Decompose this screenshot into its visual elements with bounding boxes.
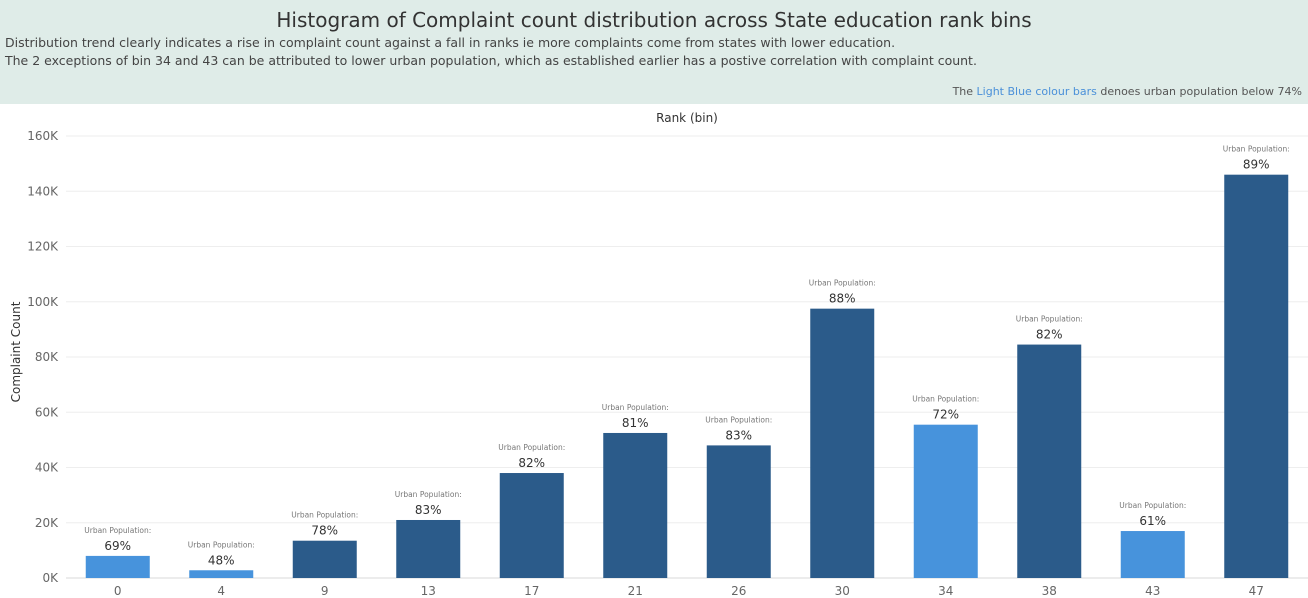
- legend-note-prefix: The: [952, 85, 977, 98]
- bar-label-prefix: Urban Population:: [498, 443, 565, 452]
- y-tick-label: 60K: [35, 405, 59, 419]
- bar-label-prefix: Urban Population:: [1016, 315, 1083, 324]
- y-tick-label: 160K: [27, 129, 59, 143]
- x-tick-label: 43: [1145, 584, 1160, 598]
- x-tick-label: 17: [524, 584, 539, 598]
- bar-data-label: 82%: [518, 456, 545, 470]
- bar-data-label: 89%: [1243, 158, 1270, 172]
- y-tick-label: 100K: [27, 295, 59, 309]
- x-tick-label: 13: [421, 584, 436, 598]
- bar-data-label: 88%: [829, 292, 856, 306]
- bar: [396, 519, 461, 578]
- y-tick-label: 0K: [42, 571, 59, 585]
- chart-title: Histogram of Complaint count distributio…: [276, 8, 1032, 32]
- y-tick-label: 80K: [35, 350, 59, 364]
- bar-label-prefix: Urban Population:: [809, 279, 876, 288]
- bar: [499, 473, 564, 578]
- x-tick-label: 38: [1042, 584, 1057, 598]
- x-tick-label: 0: [114, 584, 122, 598]
- x-tick-label: 9: [321, 584, 329, 598]
- header-panel: Histogram of Complaint count distributio…: [0, 0, 1308, 104]
- bar: [706, 445, 771, 578]
- bar-label-prefix: Urban Population:: [912, 395, 979, 404]
- bar: [1017, 344, 1082, 578]
- bar-data-label: 82%: [1036, 328, 1063, 342]
- x-tick-label: 26: [731, 584, 746, 598]
- y-tick-label: 140K: [27, 184, 59, 198]
- bar-data-label: 48%: [208, 553, 235, 567]
- bar: [603, 432, 668, 578]
- bar-label-prefix: Urban Population:: [1223, 145, 1290, 154]
- bar-label-prefix: Urban Population:: [602, 403, 669, 412]
- x-tick-label: 21: [628, 584, 643, 598]
- bar: [85, 555, 150, 578]
- y-tick-label: 40K: [35, 461, 59, 475]
- bar-label-prefix: Urban Population:: [291, 511, 358, 520]
- bar: [292, 540, 357, 578]
- y-tick-label: 20K: [35, 516, 59, 530]
- x-tick-label: 4: [217, 584, 225, 598]
- bar: [810, 308, 875, 578]
- x-tick-label: 30: [835, 584, 850, 598]
- legend-note-highlight: Light Blue colour bars: [976, 85, 1097, 98]
- bar-label-prefix: Urban Population:: [188, 540, 255, 549]
- x-tick-label: 47: [1249, 584, 1264, 598]
- x-tick-label: 34: [938, 584, 953, 598]
- bar-data-label: 81%: [622, 416, 649, 430]
- bar-data-label: 83%: [725, 428, 752, 442]
- bar-label-prefix: Urban Population:: [395, 490, 462, 499]
- bar: [189, 570, 254, 578]
- subtitle-line-1: Distribution trend clearly indicates a r…: [5, 35, 896, 50]
- bar-data-label: 78%: [311, 524, 338, 538]
- bar-data-label: 83%: [415, 503, 442, 517]
- bar-data-label: 69%: [104, 539, 131, 553]
- bar-label-prefix: Urban Population:: [1119, 501, 1186, 510]
- bar: [913, 424, 978, 578]
- bar: [1224, 174, 1289, 579]
- bar: [1120, 531, 1185, 578]
- subtitle-line-2: The 2 exceptions of bin 34 and 43 can be…: [5, 53, 977, 68]
- bar-data-label: 72%: [932, 408, 959, 422]
- bar-data-label: 61%: [1139, 514, 1166, 528]
- bar-label-prefix: Urban Population:: [705, 415, 772, 424]
- y-tick-label: 120K: [27, 240, 59, 254]
- x-axis-title: Rank (bin): [656, 111, 718, 125]
- bar-label-prefix: Urban Population:: [84, 526, 151, 535]
- legend-note: The Light Blue colour bars denoes urban …: [953, 85, 1302, 98]
- legend-note-suffix: denoes urban population below 74%: [1096, 85, 1302, 98]
